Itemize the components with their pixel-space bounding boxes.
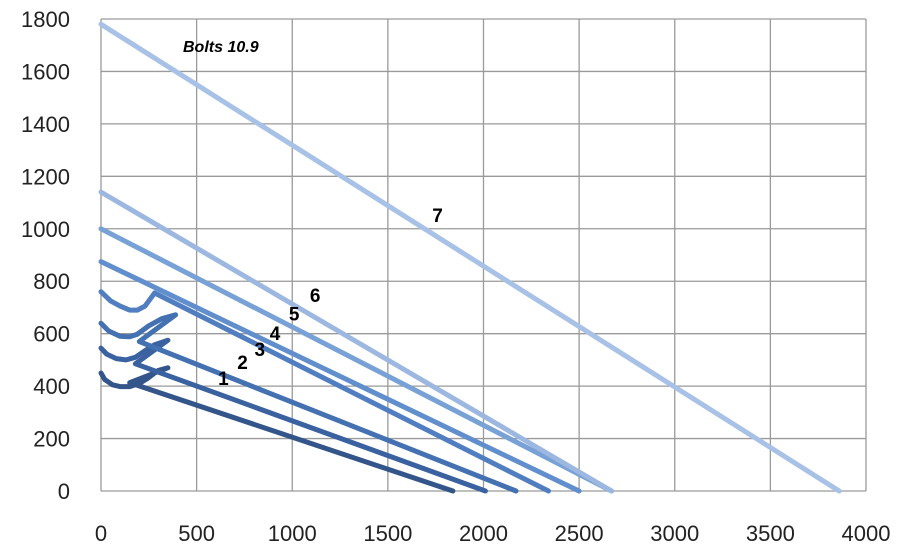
x-tick-label: 3000 bbox=[650, 521, 699, 546]
y-tick-label: 1400 bbox=[21, 112, 70, 137]
series-annotation-1: 1 bbox=[218, 369, 229, 390]
series-annotation-6: 6 bbox=[310, 286, 321, 307]
series-line-1 bbox=[98, 365, 456, 494]
x-tick-label: 500 bbox=[178, 521, 215, 546]
series-annotation-7: 7 bbox=[432, 206, 443, 227]
y-tick-label: 0 bbox=[58, 479, 70, 504]
series-line-6 bbox=[98, 226, 615, 494]
y-tick-label: 1800 bbox=[21, 7, 70, 32]
y-tick-label: 1000 bbox=[21, 217, 70, 242]
series-annotation-5: 5 bbox=[289, 305, 300, 326]
series-line-2 bbox=[98, 337, 488, 494]
y-tick-label: 800 bbox=[33, 269, 70, 294]
series-line-extra-7 bbox=[98, 189, 615, 494]
x-tick-label: 1500 bbox=[363, 521, 412, 546]
y-tick-label: 1600 bbox=[21, 59, 70, 84]
series-annotation-3: 3 bbox=[254, 340, 265, 361]
series-line-3 bbox=[98, 312, 519, 494]
x-tick-label: 3500 bbox=[746, 521, 795, 546]
x-tick-label: 0 bbox=[95, 521, 107, 546]
y-tick-label: 1200 bbox=[21, 164, 70, 189]
series-line-5 bbox=[98, 259, 582, 494]
series-annotation-2: 2 bbox=[237, 353, 248, 374]
x-tick-label: 4000 bbox=[842, 521, 891, 546]
x-tick-label: 1000 bbox=[268, 521, 317, 546]
y-tick-label: 400 bbox=[33, 374, 70, 399]
x-tick-label: 2500 bbox=[555, 521, 604, 546]
grid bbox=[100, 18, 867, 492]
y-tick-label: 600 bbox=[33, 322, 70, 347]
tick-labels: 0 500 1000 1500 2000 2500 3000 3500 4000 0 200 400 6… bbox=[21, 7, 890, 546]
x-tick-label: 2000 bbox=[459, 521, 508, 546]
series-group bbox=[98, 21, 842, 494]
chart-title: Bolts 10.9 bbox=[183, 39, 259, 56]
series-line-4 bbox=[98, 289, 551, 494]
series-line-7 bbox=[98, 21, 842, 494]
series-annotation-4: 4 bbox=[270, 324, 281, 345]
y-tick-label: 200 bbox=[33, 427, 70, 452]
